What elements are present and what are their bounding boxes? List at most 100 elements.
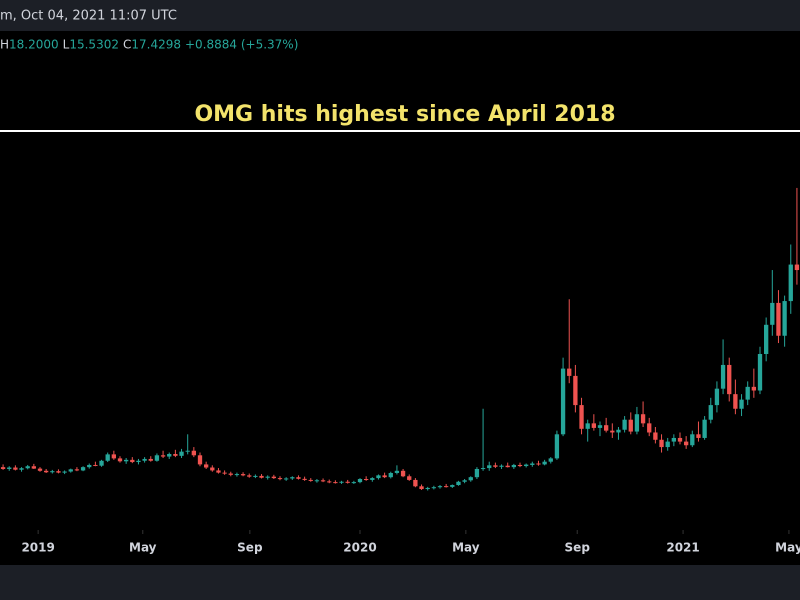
candle-body: [714, 388, 720, 406]
candle-body: [776, 302, 781, 336]
ohlc-value: 18.2000: [9, 38, 59, 52]
candle-body: [560, 368, 566, 435]
candle-body: [394, 470, 400, 473]
candle-body: [487, 465, 492, 469]
ohlc-label: L: [63, 38, 70, 52]
candle-body: [696, 434, 701, 438]
candle-body: [499, 465, 504, 467]
candle-body: [739, 399, 744, 409]
candle-body: [597, 425, 603, 428]
candle-body: [0, 467, 6, 469]
candle-body: [284, 478, 289, 480]
candle-body: [179, 451, 184, 456]
candle-body: [277, 478, 283, 480]
candle-body: [68, 469, 73, 472]
candle-body: [444, 486, 449, 488]
candle-body: [259, 475, 264, 478]
candle-body: [370, 478, 375, 480]
candle-body: [591, 423, 596, 428]
footer-bar: [0, 565, 800, 600]
candle-body: [764, 324, 769, 354]
candle-body: [44, 470, 49, 473]
x-tick-label: May: [452, 541, 480, 555]
candle-body: [659, 439, 664, 448]
candle-body: [19, 468, 24, 470]
candle-body: [136, 460, 141, 463]
candle-body: [93, 464, 98, 466]
candle-body: [419, 486, 424, 490]
candle-body: [105, 454, 110, 461]
candle-body: [87, 464, 92, 468]
header-bar: [0, 0, 800, 31]
candle-body: [493, 465, 498, 467]
candle-body: [357, 479, 363, 483]
candle-body: [708, 405, 713, 420]
candle-body: [788, 264, 793, 302]
candle-body: [524, 464, 529, 467]
ohlc-label: H: [0, 38, 9, 52]
x-tick-label: May: [129, 541, 157, 555]
candle-body: [536, 463, 541, 465]
candle-body: [437, 486, 443, 488]
candle-body: [173, 454, 178, 456]
candle-body: [702, 419, 707, 438]
candle-body: [74, 469, 80, 471]
candle-body: [727, 364, 732, 395]
candle-body: [554, 434, 560, 459]
x-tick-label: 2020: [343, 541, 376, 555]
candle-body: [216, 470, 221, 473]
candle-body: [530, 463, 535, 465]
candle-body: [247, 475, 252, 477]
candle-body: [376, 475, 381, 479]
candle-body: [351, 482, 356, 484]
candle-body: [210, 467, 215, 471]
candle-body: [50, 471, 55, 473]
candle-body: [425, 487, 430, 490]
candle-body: [751, 386, 756, 391]
candle-body: [364, 479, 369, 481]
candle-body: [191, 450, 196, 456]
ohlc-label: C: [123, 38, 131, 52]
candle-body: [677, 437, 683, 442]
candle-body: [185, 450, 190, 452]
x-tick-label: Sep: [237, 541, 263, 555]
candle-body: [302, 478, 307, 480]
candle-body: [585, 423, 590, 429]
candle-body: [148, 458, 153, 461]
candle-body: [733, 394, 738, 409]
candle-body: [610, 430, 615, 433]
candle-body: [573, 375, 578, 406]
candle-body: [382, 475, 387, 478]
x-tick-label: May: [775, 541, 800, 555]
candle-body: [480, 468, 486, 470]
candle-body: [339, 481, 344, 483]
candle-body: [794, 264, 800, 271]
x-tick-label: 2021: [666, 541, 699, 555]
candle-body: [511, 464, 516, 468]
candle-body: [468, 477, 473, 481]
candle-body: [62, 471, 67, 473]
candle-body: [517, 464, 523, 467]
candle-body: [407, 476, 412, 480]
candle-body: [234, 474, 240, 476]
candle-body: [622, 419, 627, 430]
candle-body: [745, 386, 750, 400]
candle-body: [271, 476, 276, 479]
price-change: +0.8884 (+5.37%): [185, 38, 298, 52]
candle-body: [647, 423, 652, 433]
candle-body: [604, 425, 609, 431]
candle-body: [720, 364, 726, 389]
candle-body: [130, 459, 135, 463]
candle-body: [684, 441, 689, 446]
candle-body: [253, 475, 258, 477]
candle-body: [634, 414, 640, 432]
x-tick-label: Sep: [565, 541, 591, 555]
candle-body: [154, 455, 160, 461]
candle-body: [160, 455, 166, 457]
candle-body: [31, 466, 36, 469]
candle-body: [413, 479, 418, 487]
ohlc-value: 17.4298: [131, 38, 181, 52]
timestamp: m, Oct 04, 2021 11:07 UTC: [0, 9, 177, 24]
